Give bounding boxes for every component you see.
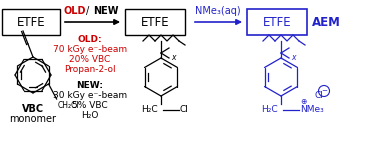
Text: x: x <box>291 54 296 62</box>
Text: AEM: AEM <box>312 15 341 29</box>
Bar <box>125 9 185 35</box>
Text: H₂C: H₂C <box>261 105 278 114</box>
Text: CH₂Cl: CH₂Cl <box>57 101 79 110</box>
Bar <box>2 9 60 35</box>
Text: NEW: NEW <box>93 6 118 16</box>
Text: ETFE: ETFE <box>141 15 169 29</box>
Bar <box>247 9 307 35</box>
Text: 5% VBC: 5% VBC <box>72 101 108 110</box>
Text: H₂O: H₂O <box>81 111 99 120</box>
Text: OLD: OLD <box>64 6 86 16</box>
Text: 20% VBC: 20% VBC <box>70 56 111 65</box>
Text: /: / <box>87 6 90 16</box>
Text: monomer: monomer <box>9 114 56 124</box>
Text: VBC: VBC <box>22 104 44 114</box>
Text: NEW:: NEW: <box>76 81 104 90</box>
Text: NMe₃: NMe₃ <box>300 105 324 113</box>
Text: ETFE: ETFE <box>17 15 45 29</box>
Text: Propan-2-ol: Propan-2-ol <box>64 66 116 75</box>
Text: ETFE: ETFE <box>263 15 291 29</box>
Text: Cl: Cl <box>314 91 324 101</box>
Text: 30 kGy e⁻-beam: 30 kGy e⁻-beam <box>53 91 127 100</box>
Text: ⊕: ⊕ <box>300 96 307 106</box>
Text: −: − <box>321 88 327 94</box>
Text: Cl: Cl <box>180 105 189 113</box>
Text: 70 kGy e⁻-beam: 70 kGy e⁻-beam <box>53 46 127 55</box>
Text: x: x <box>171 54 175 62</box>
Text: NMe₃(aq): NMe₃(aq) <box>195 6 241 16</box>
Text: H₂C: H₂C <box>141 105 158 114</box>
Text: OLD:: OLD: <box>78 35 102 45</box>
